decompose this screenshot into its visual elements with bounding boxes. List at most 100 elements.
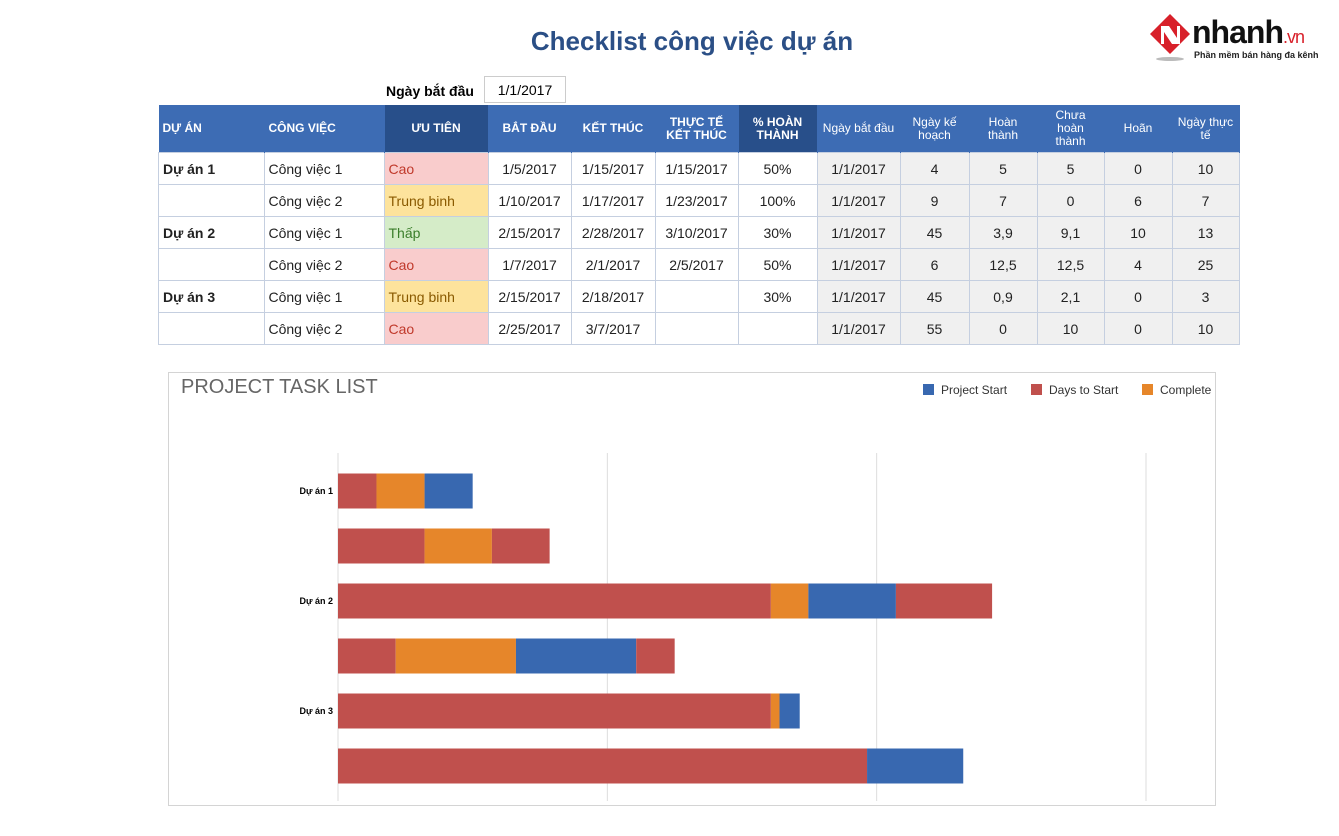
cell-planned[interactable]: 4 bbox=[899, 152, 970, 185]
cell-task[interactable]: Công việc 1 bbox=[263, 280, 385, 313]
column-header: ƯU TIÊN bbox=[384, 105, 489, 153]
column-header: DỰ ÁN bbox=[158, 105, 265, 153]
cell-end[interactable]: 2/18/2017 bbox=[570, 280, 656, 313]
cell-done[interactable]: 0,9 bbox=[968, 280, 1038, 313]
cell-actual-end[interactable]: 2/5/2017 bbox=[654, 248, 739, 281]
cell-notdone[interactable]: 2,1 bbox=[1036, 280, 1105, 313]
cell-end[interactable]: 3/7/2017 bbox=[570, 312, 656, 345]
cell-notdone[interactable]: 5 bbox=[1036, 152, 1105, 185]
cell-delayed[interactable]: 10 bbox=[1103, 216, 1173, 249]
cell-project[interactable]: Dự án 2 bbox=[158, 216, 265, 249]
cell-pct[interactable]: 100% bbox=[737, 184, 818, 217]
cell-task[interactable]: Công việc 2 bbox=[263, 248, 385, 281]
cell-pct[interactable]: 30% bbox=[737, 216, 818, 249]
cell-project[interactable] bbox=[158, 184, 265, 217]
cell-actual-days[interactable]: 25 bbox=[1171, 248, 1240, 281]
cell-end[interactable]: 1/15/2017 bbox=[570, 152, 656, 185]
cell-delayed[interactable]: 6 bbox=[1103, 184, 1173, 217]
cell-done[interactable]: 5 bbox=[968, 152, 1038, 185]
cell-actual-end[interactable]: 1/23/2017 bbox=[654, 184, 739, 217]
cell-actual-days[interactable]: 7 bbox=[1171, 184, 1240, 217]
legend-complete: Complete bbox=[1142, 383, 1211, 397]
cell-start[interactable]: 2/25/2017 bbox=[487, 312, 572, 345]
column-header: CÔNG VIỆC bbox=[264, 105, 385, 153]
cell-notdone[interactable]: 10 bbox=[1036, 312, 1105, 345]
cell-project[interactable] bbox=[158, 248, 265, 281]
cell-planned[interactable]: 55 bbox=[899, 312, 970, 345]
cell-actual-days[interactable]: 10 bbox=[1171, 152, 1240, 185]
cell-actual-end[interactable]: 1/15/2017 bbox=[654, 152, 739, 185]
cell-actual-end[interactable] bbox=[654, 280, 739, 313]
cell-planned[interactable]: 6 bbox=[899, 248, 970, 281]
cell-delayed[interactable]: 0 bbox=[1103, 280, 1173, 313]
cell-base[interactable]: 1/1/2017 bbox=[816, 280, 901, 313]
cell-notdone[interactable]: 0 bbox=[1036, 184, 1105, 217]
cell-start[interactable]: 1/10/2017 bbox=[487, 184, 572, 217]
cell-pct[interactable]: 50% bbox=[737, 152, 818, 185]
cell-done[interactable]: 3,9 bbox=[968, 216, 1038, 249]
cell-base[interactable]: 1/1/2017 bbox=[816, 216, 901, 249]
cell-end[interactable]: 2/28/2017 bbox=[570, 216, 656, 249]
chart-title: PROJECT TASK LIST bbox=[181, 376, 378, 398]
cell-priority[interactable]: Cao bbox=[383, 312, 489, 345]
table-row: Dự án 1 Công việc 1 Cao 1/5/2017 1/15/2017 1/… bbox=[158, 152, 1240, 185]
logo-tld: .vn bbox=[1282, 27, 1305, 47]
cell-base[interactable]: 1/1/2017 bbox=[816, 248, 901, 281]
cell-task[interactable]: Công việc 1 bbox=[263, 152, 385, 185]
bar-segment-complete bbox=[770, 693, 780, 729]
cell-priority[interactable]: Thấp bbox=[383, 216, 489, 249]
category-label: Dự án 1 bbox=[299, 486, 333, 496]
start-date-input[interactable]: 1/1/2017 bbox=[484, 76, 566, 103]
cell-priority[interactable]: Trung binh bbox=[383, 184, 489, 217]
cell-project[interactable] bbox=[158, 312, 265, 345]
cell-pct[interactable]: 50% bbox=[737, 248, 818, 281]
cell-done[interactable]: 7 bbox=[968, 184, 1038, 217]
cell-planned[interactable]: 45 bbox=[899, 216, 970, 249]
cell-pct[interactable]: 30% bbox=[737, 280, 818, 313]
bar-segment-extra bbox=[491, 528, 550, 564]
cell-base[interactable]: 1/1/2017 bbox=[816, 312, 901, 345]
table-row: Dự án 3 Công việc 1 Trung binh 2/15/2017 2/1… bbox=[158, 280, 1240, 313]
logo-tagline: Phần mềm bán hàng đa kênh bbox=[1194, 50, 1319, 60]
cell-delayed[interactable]: 0 bbox=[1103, 152, 1173, 185]
cell-start[interactable]: 2/15/2017 bbox=[487, 280, 572, 313]
cell-task[interactable]: Công việc 2 bbox=[263, 184, 385, 217]
cell-start[interactable]: 1/7/2017 bbox=[487, 248, 572, 281]
cell-delayed[interactable]: 4 bbox=[1103, 248, 1173, 281]
bar-segment-project-start bbox=[867, 748, 964, 784]
cell-actual-end[interactable]: 3/10/2017 bbox=[654, 216, 739, 249]
cell-start[interactable]: 2/15/2017 bbox=[487, 216, 572, 249]
cell-base[interactable]: 1/1/2017 bbox=[816, 152, 901, 185]
cell-project[interactable]: Dự án 3 bbox=[158, 280, 265, 313]
column-header: % HOÀN THÀNH bbox=[738, 105, 818, 153]
cell-actual-days[interactable]: 3 bbox=[1171, 280, 1240, 313]
cell-task[interactable]: Công việc 1 bbox=[263, 216, 385, 249]
legend-label: Project Start bbox=[941, 383, 1008, 397]
bar-segment-complete bbox=[395, 638, 516, 674]
cell-pct[interactable] bbox=[737, 312, 818, 345]
cell-notdone[interactable]: 9,1 bbox=[1036, 216, 1105, 249]
cell-end[interactable]: 1/17/2017 bbox=[570, 184, 656, 217]
cell-notdone[interactable]: 12,5 bbox=[1036, 248, 1105, 281]
cell-project[interactable]: Dự án 1 bbox=[158, 152, 265, 185]
table-row: Dự án 2 Công việc 1 Thấp 2/15/2017 2/28/2017… bbox=[158, 216, 1240, 249]
cell-planned[interactable]: 9 bbox=[899, 184, 970, 217]
cell-planned[interactable]: 45 bbox=[899, 280, 970, 313]
bar-segment-project-start bbox=[779, 693, 800, 729]
cell-end[interactable]: 2/1/2017 bbox=[570, 248, 656, 281]
cell-actual-days[interactable]: 10 bbox=[1171, 312, 1240, 345]
table-row: Công việc 2 Cao 1/7/2017 2/1/2017 2/5/2017 50… bbox=[158, 248, 1240, 281]
cell-priority[interactable]: Cao bbox=[383, 152, 489, 185]
cell-done[interactable]: 0 bbox=[968, 312, 1038, 345]
cell-actual-end[interactable] bbox=[654, 312, 739, 345]
cell-priority[interactable]: Cao bbox=[383, 248, 489, 281]
column-header: Hoàn thành bbox=[969, 105, 1038, 153]
cell-task[interactable]: Công việc 2 bbox=[263, 312, 385, 345]
cell-start[interactable]: 1/5/2017 bbox=[487, 152, 572, 185]
column-header: Ngày bắt đầu bbox=[817, 105, 901, 153]
cell-actual-days[interactable]: 13 bbox=[1171, 216, 1240, 249]
cell-base[interactable]: 1/1/2017 bbox=[816, 184, 901, 217]
cell-delayed[interactable]: 0 bbox=[1103, 312, 1173, 345]
cell-priority[interactable]: Trung binh bbox=[383, 280, 489, 313]
cell-done[interactable]: 12,5 bbox=[968, 248, 1038, 281]
